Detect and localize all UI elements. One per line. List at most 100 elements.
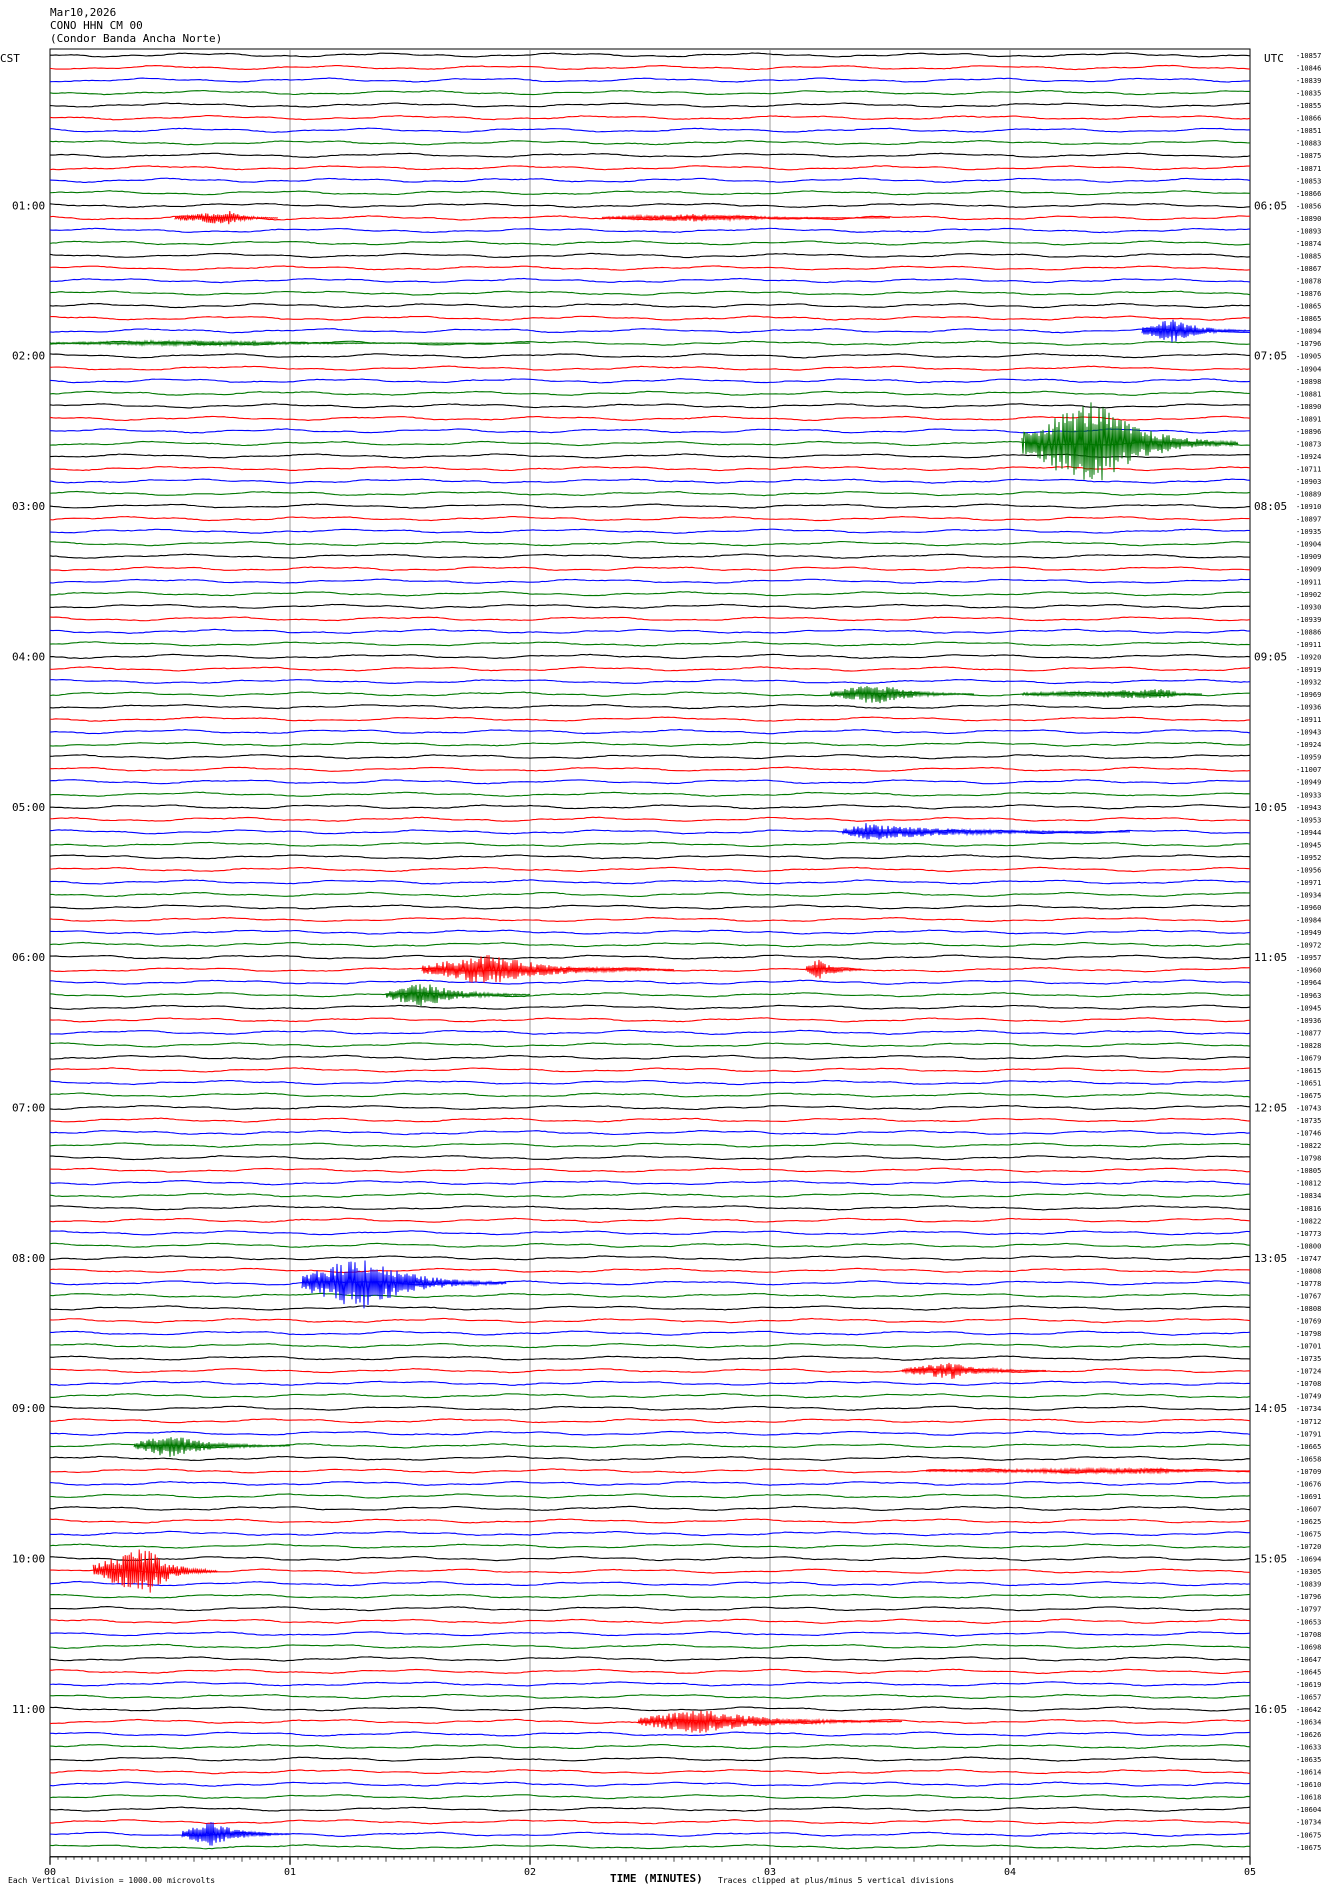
trace-offset-label: -10867 <box>1296 265 1321 273</box>
trace-offset-label: -10911 <box>1296 716 1321 724</box>
trace-offset-label: -10939 <box>1296 616 1321 624</box>
seismic-trace <box>49 1342 1251 1349</box>
trace-offset-label: -10694 <box>1296 1556 1321 1564</box>
utc-hour-label: 11:05 <box>1254 951 1287 964</box>
trace-offset-label: -10635 <box>1296 1756 1321 1764</box>
x-tick-label: 01 <box>284 1867 296 1878</box>
seismic-trace <box>49 941 1251 948</box>
seismic-trace <box>49 127 1251 133</box>
trace-offset-label: -10875 <box>1296 152 1321 160</box>
seismic-trace <box>49 1317 1251 1324</box>
trace-offset-label: -10866 <box>1296 115 1321 123</box>
trace-offset-label: -10634 <box>1296 1718 1321 1726</box>
seismic-trace <box>49 1368 1251 1374</box>
seismic-trace <box>49 879 1251 885</box>
seismic-trace <box>49 641 1251 647</box>
seismic-trace <box>49 1418 1251 1424</box>
cst-hour-label: 10:00 <box>12 1553 45 1566</box>
trace-offset-label: -10945 <box>1296 841 1321 849</box>
seismic-trace <box>49 1831 1251 1837</box>
axis-layer: 00 01 02 03 04 05 <box>44 1856 1256 1878</box>
trace-offset-label: -10808 <box>1296 1305 1321 1313</box>
trace-offset-label: -10679 <box>1296 1054 1321 1062</box>
seismic-trace <box>49 1167 1251 1173</box>
seismic-trace <box>49 1380 1251 1386</box>
trace-offset-label: -10645 <box>1296 1668 1321 1676</box>
scale-note: Each Vertical Division = 1000.00 microvo… <box>8 1876 216 1885</box>
trace-offset-label: -10834 <box>1296 1192 1321 1200</box>
trace-offset-label: -10959 <box>1296 754 1321 762</box>
trace-offset-label: -10911 <box>1296 578 1321 586</box>
seismic-trace <box>49 1518 1251 1524</box>
trace-offset-label: -10675 <box>1296 1831 1321 1839</box>
trace-offset-label: -10658 <box>1296 1455 1321 1463</box>
seismic-trace <box>49 1756 1251 1762</box>
cst-hour-label: 07:00 <box>12 1102 45 1115</box>
trace-offset-label: -10891 <box>1296 415 1321 423</box>
trace-offset-label: -10709 <box>1296 1468 1321 1476</box>
cst-hour-label: 04:00 <box>12 650 45 663</box>
seismic-trace <box>49 1192 1251 1198</box>
seismic-trace <box>49 1405 1251 1411</box>
trace-offset-label: -10984 <box>1296 917 1321 925</box>
seismic-trace <box>49 891 1250 898</box>
seismic-trace <box>49 591 1251 597</box>
seismic-event-burst <box>1021 689 1203 699</box>
seismic-trace <box>49 315 1251 321</box>
trace-layer <box>49 52 1251 1850</box>
seismic-trace <box>49 1292 1251 1299</box>
utc-hour-label: 14:05 <box>1254 1402 1287 1415</box>
trace-offset-label: -10657 <box>1296 1693 1321 1701</box>
seismic-trace <box>49 1568 1251 1574</box>
seismic-trace <box>49 1743 1251 1750</box>
trace-offset-label: -10883 <box>1296 140 1321 148</box>
trace-offset-label: -10865 <box>1296 315 1321 323</box>
seismic-trace <box>49 64 1251 71</box>
seismic-trace <box>49 1844 1251 1850</box>
seismic-event-burst <box>829 685 975 704</box>
trace-offset-label: -10675 <box>1296 1531 1321 1539</box>
seismic-trace <box>49 1631 1251 1637</box>
x-tick-label: 00 <box>44 1867 56 1878</box>
seismic-trace <box>49 929 1251 935</box>
seismic-trace <box>49 503 1251 509</box>
trace-offset-label: -10828 <box>1296 1042 1321 1050</box>
trace-offset-label: -10943 <box>1296 804 1321 812</box>
seismic-trace <box>49 1079 1251 1086</box>
seismic-trace <box>49 415 1251 422</box>
seismic-trace <box>49 804 1251 810</box>
trace-offset-label: -10890 <box>1296 403 1321 411</box>
seismic-event-burst <box>421 955 675 983</box>
trace-offset-label: -10791 <box>1296 1430 1321 1438</box>
seismic-trace <box>49 515 1251 522</box>
seismic-trace <box>49 1180 1251 1186</box>
trace-offset-label: -10871 <box>1296 165 1321 173</box>
trace-offset-label: -10855 <box>1296 102 1321 110</box>
seismic-trace <box>49 1067 1251 1073</box>
seismic-event-burst <box>1021 402 1239 481</box>
trace-offset-label: -10805 <box>1296 1167 1321 1175</box>
seismic-trace <box>49 378 1251 384</box>
utc-hour-label: 07:05 <box>1254 350 1287 363</box>
seismic-trace <box>49 854 1251 860</box>
seismic-trace <box>49 140 1251 146</box>
cst-hour-label: 05:00 <box>12 801 45 814</box>
trace-offset-label: -10969 <box>1296 691 1321 699</box>
seismic-trace <box>49 390 1251 396</box>
clip-note: Traces clipped at plus/minus 5 vertical … <box>718 1876 955 1885</box>
trace-offset-label: -10676 <box>1296 1480 1321 1488</box>
seismic-trace <box>49 841 1251 848</box>
trace-offset-label: -10949 <box>1296 929 1321 937</box>
trace-offset-label: -10953 <box>1296 816 1321 824</box>
plot-frame <box>49 48 1251 1858</box>
trace-offset-label: -10626 <box>1296 1731 1321 1739</box>
trace-offset-label: -10902 <box>1296 591 1321 599</box>
trace-offset-label: -10885 <box>1296 252 1321 260</box>
trace-offset-label: -10972 <box>1296 942 1321 950</box>
seismic-trace <box>49 227 1251 234</box>
trace-offset-label: -10897 <box>1296 516 1321 524</box>
trace-offset-label: -10746 <box>1296 1130 1321 1138</box>
trace-offset-label: -10735 <box>1296 1355 1321 1363</box>
cst-hour-label: 02:00 <box>12 350 45 363</box>
seismic-trace <box>49 1493 1251 1499</box>
